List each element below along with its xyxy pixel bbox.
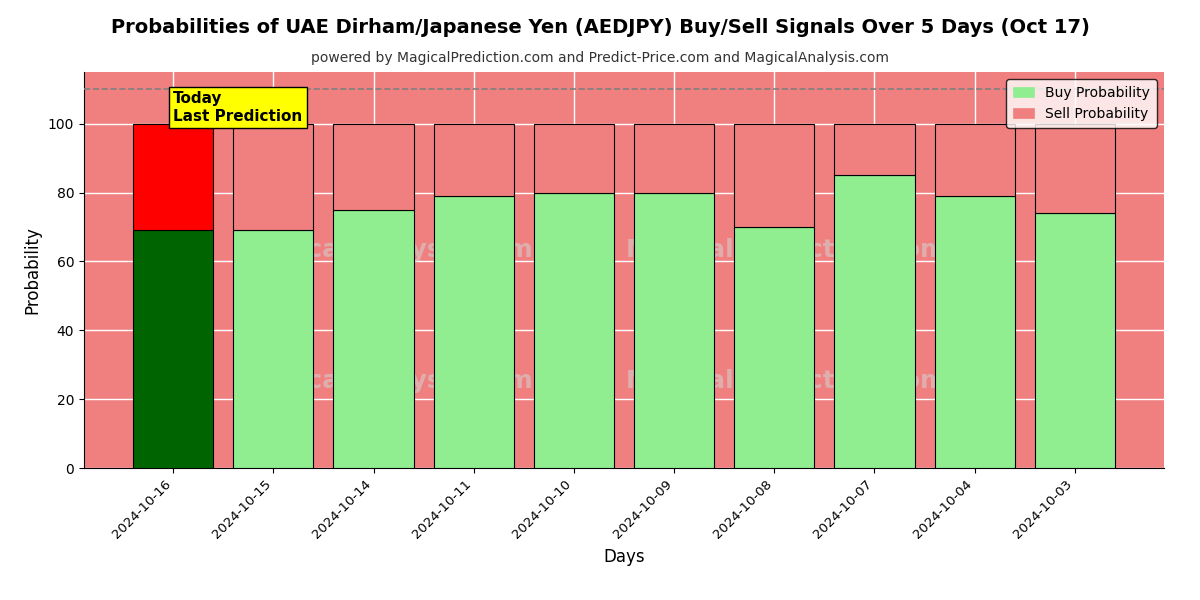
Text: Probabilities of UAE Dirham/Japanese Yen (AEDJPY) Buy/Sell Signals Over 5 Days (: Probabilities of UAE Dirham/Japanese Yen… (110, 18, 1090, 37)
Bar (433, 124, 514, 196)
Bar (935, 124, 1015, 196)
Text: Today
Last Prediction: Today Last Prediction (173, 91, 302, 124)
Bar (834, 175, 914, 468)
Bar (734, 227, 815, 468)
Bar (433, 196, 514, 468)
Bar (233, 124, 313, 230)
Bar (233, 230, 313, 468)
Legend: Buy Probability, Sell Probability: Buy Probability, Sell Probability (1007, 79, 1157, 128)
Bar (834, 124, 914, 175)
Bar (133, 230, 214, 468)
Y-axis label: Probability: Probability (23, 226, 41, 314)
Text: MagicalPrediction.com: MagicalPrediction.com (625, 369, 947, 393)
Text: MagicalAnalysis.com: MagicalAnalysis.com (240, 238, 533, 262)
Bar (734, 124, 815, 227)
Bar (634, 193, 714, 468)
Text: powered by MagicalPrediction.com and Predict-Price.com and MagicalAnalysis.com: powered by MagicalPrediction.com and Pre… (311, 51, 889, 65)
Bar (1034, 124, 1115, 213)
Bar (534, 193, 614, 468)
Bar (334, 124, 414, 210)
Bar (334, 210, 414, 468)
Bar (534, 124, 614, 193)
Bar (634, 124, 714, 193)
Text: MagicalAnalysis.com: MagicalAnalysis.com (240, 369, 533, 393)
Bar (935, 196, 1015, 468)
X-axis label: Days: Days (604, 548, 644, 566)
Bar (1034, 213, 1115, 468)
Bar (133, 124, 214, 230)
Text: MagicalPrediction.com: MagicalPrediction.com (625, 238, 947, 262)
